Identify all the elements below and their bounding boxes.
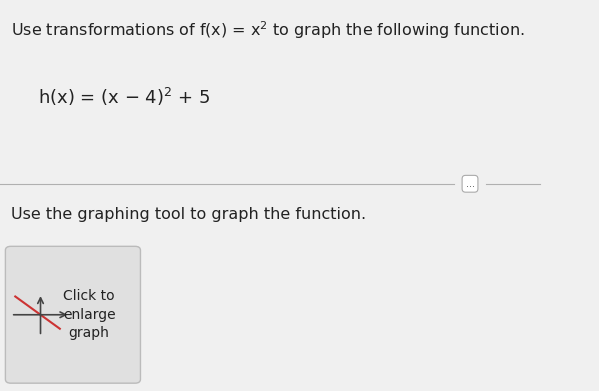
- Text: h(x) = (x $-$ 4)$^2$ + 5: h(x) = (x $-$ 4)$^2$ + 5: [38, 86, 210, 108]
- Text: Click to
enlarge
graph: Click to enlarge graph: [63, 289, 116, 340]
- Text: Use transformations of f(x) = x$^2$ to graph the following function.: Use transformations of f(x) = x$^2$ to g…: [11, 20, 525, 41]
- Text: ...: ...: [465, 179, 474, 189]
- FancyBboxPatch shape: [5, 246, 140, 383]
- Text: Use the graphing tool to graph the function.: Use the graphing tool to graph the funct…: [11, 207, 366, 222]
